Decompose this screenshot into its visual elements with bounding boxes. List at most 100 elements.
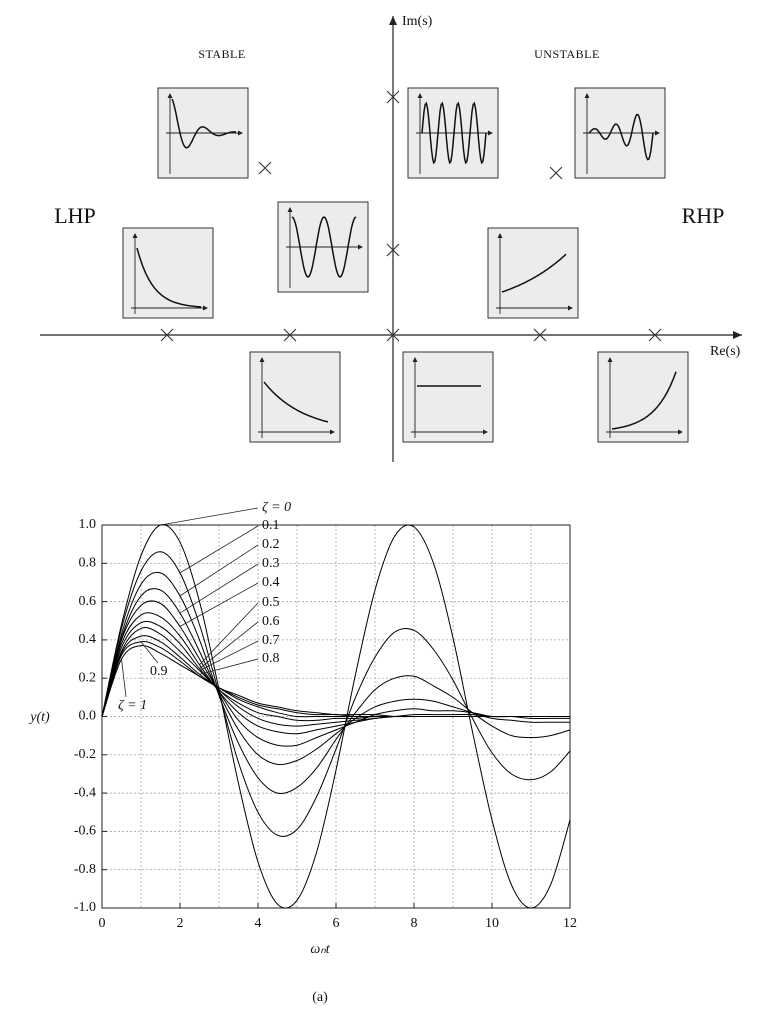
- y-tick-label: -0.4: [74, 785, 96, 800]
- curve-label: 0.1: [262, 518, 280, 533]
- curve-label: ζ = 0: [262, 500, 291, 515]
- y-tick-label: -0.6: [74, 824, 96, 839]
- arrow: [412, 357, 418, 362]
- inset-plot: [487, 227, 579, 319]
- region-label: UNSTABLE: [534, 47, 600, 61]
- inset-plot: [249, 351, 341, 443]
- response-chart: 0 2 4 6 8 10 12 1.0 0.8 0.6 0.4 0.2 0.0 -0.2 -0.4 -0.6 -…: [28, 500, 577, 1005]
- response-curve: [101, 635, 570, 718]
- curve-label: 0.9: [150, 664, 168, 679]
- curve-label: 0.5: [262, 595, 280, 610]
- y-tick-label: 0.2: [79, 670, 97, 685]
- leader-line: [199, 621, 259, 669]
- arrow: [655, 130, 660, 136]
- arrow: [132, 233, 138, 238]
- x-tick-label: 6: [333, 916, 340, 931]
- x-tick-label: 2: [177, 916, 184, 931]
- y-tick-label: -0.8: [74, 862, 96, 877]
- region-label: STABLE: [198, 47, 245, 61]
- arrow: [584, 93, 590, 98]
- half-plane-label: LHP: [54, 203, 96, 228]
- pole-marker: [533, 328, 547, 342]
- leader-line: [199, 640, 259, 671]
- arrow: [389, 16, 397, 25]
- arrow: [358, 244, 363, 250]
- x-tick-label: 8: [411, 916, 418, 931]
- y-tick-label: 0.0: [79, 709, 97, 724]
- arrow: [417, 93, 423, 98]
- inset-frame: [487, 227, 579, 319]
- inset-plot: [122, 227, 214, 319]
- curve-label: 0.6: [262, 614, 280, 629]
- y-tick-label: 0.4: [79, 632, 97, 647]
- curve-label: 0.2: [262, 537, 280, 552]
- y-axis-label: y(t): [28, 710, 50, 725]
- arrow: [330, 429, 335, 435]
- leader-line: [160, 507, 259, 526]
- inset-frame: [249, 351, 341, 443]
- leader-line: [199, 602, 259, 666]
- arrow: [259, 357, 265, 362]
- leader-line: [179, 582, 259, 627]
- pole-marker: [386, 90, 400, 104]
- inset-plot: [402, 351, 494, 443]
- inset-plot: [157, 87, 249, 179]
- pole-marker: [386, 328, 400, 342]
- inset-plot: [574, 87, 666, 179]
- leader-line: [179, 544, 259, 597]
- x-tick-label: 12: [563, 916, 577, 931]
- pole-marker: [648, 328, 662, 342]
- curve-label: ζ = 1: [118, 698, 147, 713]
- inset-curve: [611, 371, 677, 430]
- leader-line: [140, 641, 159, 664]
- response-curve: [101, 524, 571, 909]
- inset-plot: [407, 87, 499, 179]
- response-curve: [101, 571, 571, 794]
- inset-curve: [263, 381, 329, 423]
- imag-axis-label: Im(s): [402, 14, 433, 29]
- pole-marker: [283, 328, 297, 342]
- leader-line: [179, 525, 259, 574]
- inset-curve: [501, 253, 567, 293]
- x-tick-label: 0: [99, 916, 106, 931]
- pole-marker: [549, 166, 563, 180]
- half-plane-label: RHP: [682, 203, 725, 228]
- arrow: [733, 331, 742, 339]
- leader-line: [179, 563, 259, 614]
- inset-frame: [122, 227, 214, 319]
- arrow: [203, 305, 208, 311]
- arrow: [238, 130, 243, 136]
- inset-curve: [171, 98, 237, 149]
- inset-curve: [421, 101, 487, 165]
- y-tick-label: 1.0: [79, 517, 97, 532]
- pole-marker: [258, 161, 272, 175]
- x-axis-label: ωₙt: [310, 942, 330, 957]
- inset-frame: [402, 351, 494, 443]
- arrow: [568, 305, 573, 311]
- y-tick-label: 0.8: [79, 556, 97, 571]
- y-tick-label: -0.2: [74, 747, 96, 762]
- y-tick-label: -1.0: [74, 900, 96, 915]
- arrow: [607, 357, 613, 362]
- s-plane-diagram: Im(s) Re(s) STABLE UNSTABLE LHP RHP: [40, 14, 742, 462]
- x-tick-label: 10: [485, 916, 499, 931]
- inset-curve: [136, 247, 202, 308]
- leader-line: [199, 658, 259, 675]
- y-tick-label: 0.6: [79, 594, 97, 609]
- curve-label: 0.4: [262, 575, 280, 590]
- arrow: [488, 130, 493, 136]
- inset-plot: [597, 351, 689, 443]
- caption: (a): [312, 990, 328, 1005]
- leader-line: [121, 659, 127, 698]
- response-curve: [101, 588, 570, 766]
- curve-label: 0.7: [262, 633, 280, 648]
- inset-frame: [597, 351, 689, 443]
- arrow: [497, 233, 503, 238]
- arrow: [678, 429, 683, 435]
- arrow: [483, 429, 488, 435]
- response-curve: [101, 645, 570, 718]
- pole-marker: [386, 243, 400, 257]
- curve-label: 0.8: [262, 651, 280, 666]
- inset-curve: [588, 113, 654, 161]
